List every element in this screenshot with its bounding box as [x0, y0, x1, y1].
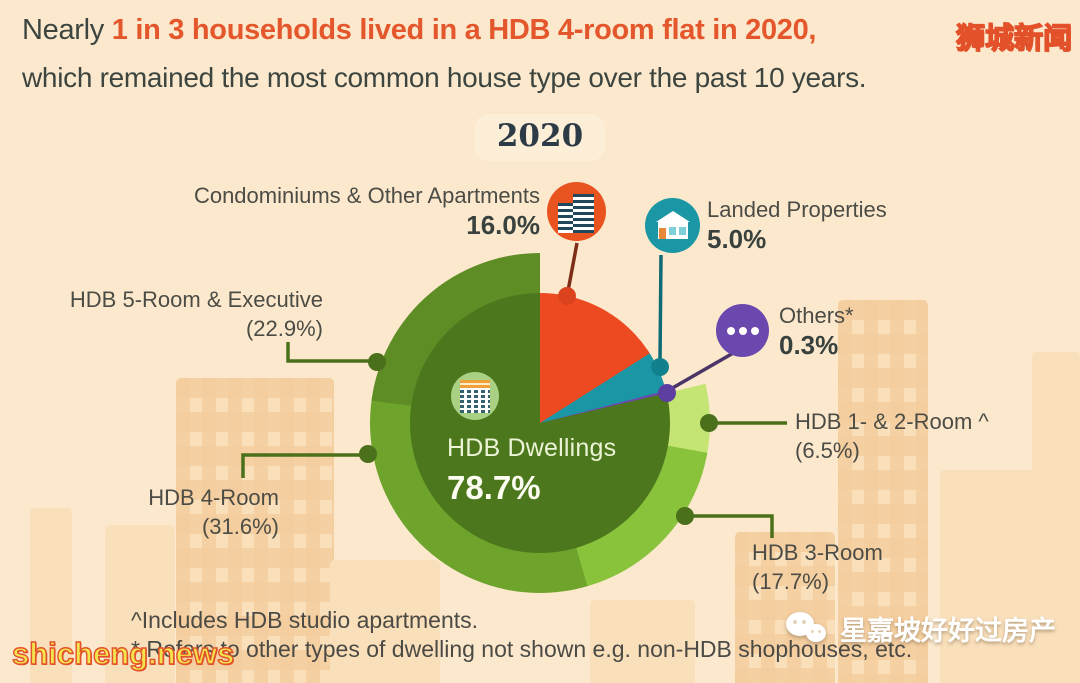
- headline-line1: Nearly 1 in 3 households lived in a HDB …: [22, 14, 817, 47]
- pie-inner: [410, 293, 670, 553]
- callout-value: (17.7%): [752, 569, 830, 594]
- callout-value: 0.3%: [779, 330, 839, 360]
- footnotes: ^Includes HDB studio apartments. * Refer…: [131, 606, 912, 664]
- callout-value: (22.9%): [245, 316, 323, 341]
- callout-hdb-1-2-room: HDB 1- & 2-Room ^ (6.5%): [795, 409, 989, 464]
- watermark-wechat: 星嘉坡好好过房产: [786, 609, 1056, 648]
- year-badge: 2020: [474, 114, 606, 161]
- callout-label: HDB 3-Room: [752, 540, 883, 565]
- apartment-towers-icon: [547, 182, 606, 241]
- callout-label: Others*: [779, 303, 854, 328]
- tower-right: [573, 194, 594, 233]
- footnote-others: * Refers to other types of dwelling not …: [131, 636, 913, 662]
- hdb-icon-windows: [460, 388, 490, 413]
- skyline-building: [590, 600, 695, 683]
- hdb-icon-roof: [460, 380, 490, 388]
- house-roof: [656, 211, 690, 222]
- callout-label: Landed Properties: [707, 197, 887, 222]
- watermark-wechat-text: 星嘉坡好好过房产: [840, 616, 1056, 646]
- watermark-top-right: 狮城新闻: [955, 22, 1073, 55]
- skyline-building: [30, 508, 72, 683]
- center-segment-label: HDB Dwellings: [447, 434, 617, 462]
- callout-hdb-4-room: HDB 4-Room (31.6%): [148, 485, 279, 540]
- skyline-building: [330, 560, 440, 683]
- skyline-building: [940, 470, 1035, 683]
- callout-label: HDB 4-Room: [148, 485, 279, 510]
- skyline-building: [735, 532, 835, 683]
- callout-hdb-5-room: HDB 5-Room & Executive (22.9%): [70, 287, 323, 342]
- footnote-studio: ^Includes HDB studio apartments.: [131, 607, 479, 633]
- house-icon: [645, 198, 700, 253]
- headline-highlight: 1 in 3 households lived in a HDB 4-room …: [111, 14, 817, 46]
- callout-value: 5.0%: [707, 224, 767, 254]
- callout-label: Condominiums & Other Apartments: [193, 183, 540, 208]
- watermark-bottom-left: shicheng.news: [11, 635, 235, 671]
- hdb-block-icon: [451, 372, 499, 420]
- house-body: [658, 222, 688, 239]
- headline-prefix: Nearly: [22, 14, 112, 46]
- tower-left: [558, 203, 575, 233]
- wechat-icon: [786, 610, 832, 648]
- pie-center-block: HDB Dwellings 78.7%: [447, 372, 616, 507]
- callout-hdb-3-room: HDB 3-Room (17.7%): [752, 540, 883, 595]
- skyline-building: [105, 525, 175, 683]
- callout-others: Others* 0.3%: [779, 303, 854, 358]
- center-segment-value: 78.7%: [447, 469, 541, 506]
- headline-line2: which remained the most common house typ…: [22, 62, 867, 93]
- callout-value: (6.5%): [795, 438, 860, 463]
- skyline-building: [176, 378, 334, 683]
- skyline-building: [838, 300, 928, 683]
- skyline-building: [1032, 352, 1080, 683]
- callout-label: HDB 5-Room & Executive: [69, 287, 323, 312]
- ellipsis-icon: [716, 304, 769, 357]
- callout-landed: Landed Properties 5.0%: [707, 197, 887, 252]
- callout-condominiums: Condominiums & Other Apartments 16.0%: [194, 183, 540, 238]
- callout-value: 16.0%: [466, 210, 540, 240]
- callout-value: (31.6%): [201, 514, 279, 539]
- callout-label: HDB 1- & 2-Room ^: [795, 409, 989, 434]
